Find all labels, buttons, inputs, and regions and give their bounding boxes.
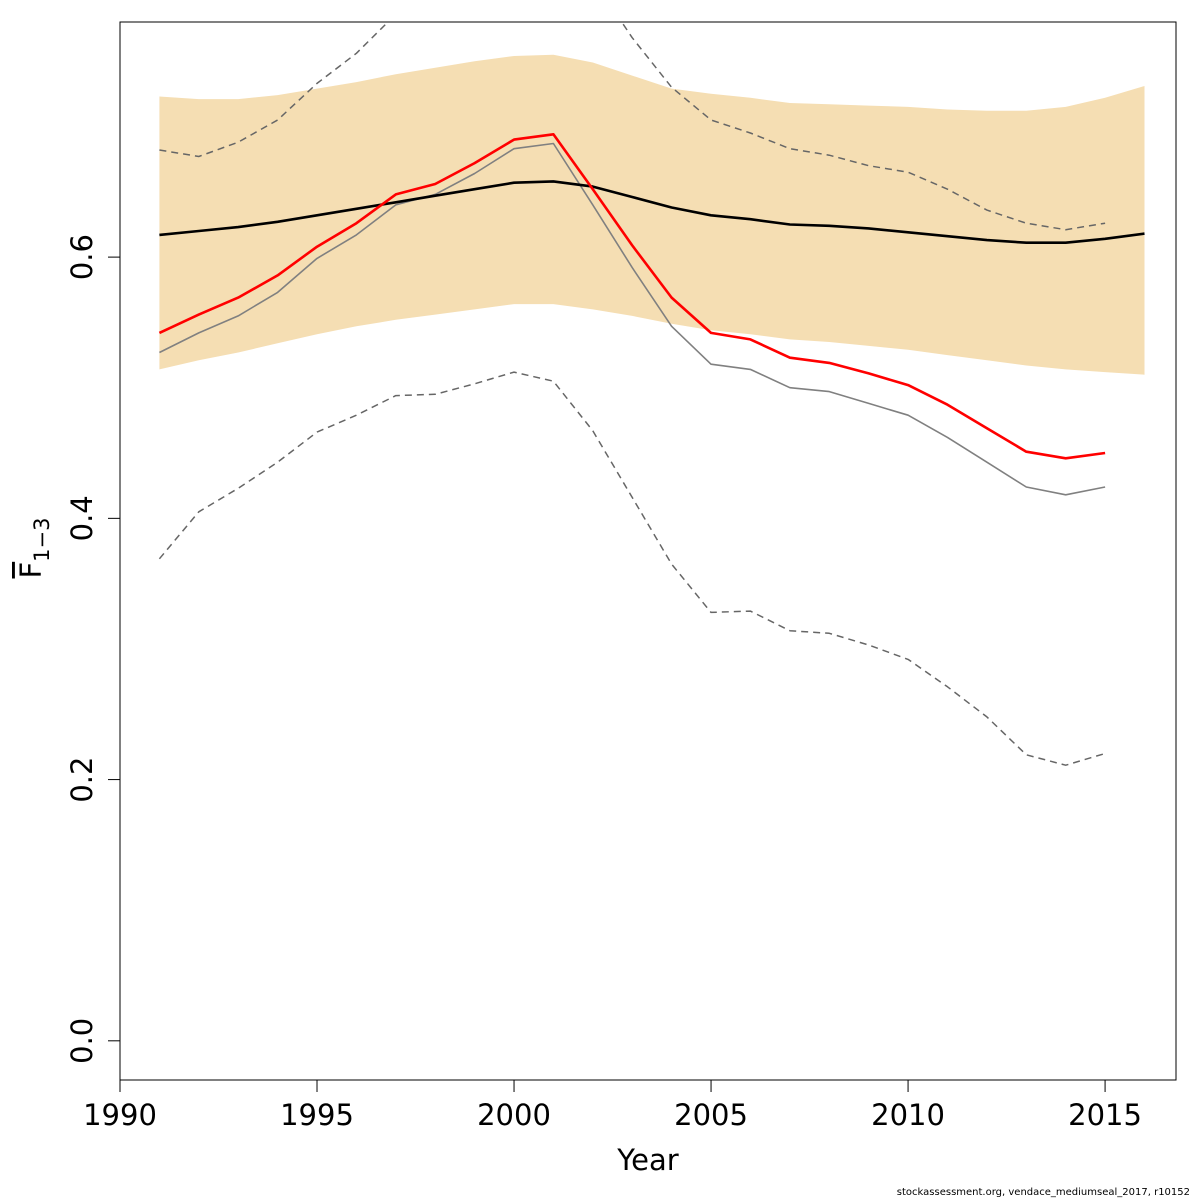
footer-credit: stockassessment.org, vendace_mediumseal_… [896, 1187, 1190, 1198]
y-tick-label: 0.0 [65, 1018, 99, 1064]
series-lines-layer [158, 22, 1145, 766]
confidence-band [159, 54, 1145, 375]
x-axis-label: Year [616, 1143, 678, 1177]
x-tick-label: 2000 [477, 1098, 551, 1132]
series-line-dashed-lower [158, 371, 1106, 766]
x-tick-label: 2015 [1068, 1098, 1142, 1132]
x-tick-label: 1995 [280, 1098, 354, 1132]
y-axis-label-main: F [14, 562, 48, 579]
series-line-red [158, 133, 1106, 460]
svg-text:F1−3: F1−3 [14, 517, 54, 578]
y-axis-label-sub: 1−3 [30, 517, 54, 561]
confidence-band-layer [159, 54, 1145, 375]
x-tick-label: 2005 [674, 1098, 748, 1132]
series-line-gray [159, 142, 1106, 496]
y-tick-label: 0.2 [65, 757, 99, 803]
y-axis: 0.0 0.2 0.4 0.6 [65, 234, 121, 1064]
series-line-prior-median [159, 180, 1145, 244]
y-tick-label: 0.6 [65, 234, 99, 280]
x-axis: 1990 1995 2000 2005 2010 2015 [83, 1079, 1142, 1132]
y-tick-label: 0.4 [65, 495, 99, 541]
y-axis-label: F1−3 [14, 517, 54, 578]
x-tick-label: 1990 [83, 1098, 157, 1132]
series-line-dashed-upper [159, 22, 1106, 231]
x-tick-label: 2010 [871, 1098, 945, 1132]
